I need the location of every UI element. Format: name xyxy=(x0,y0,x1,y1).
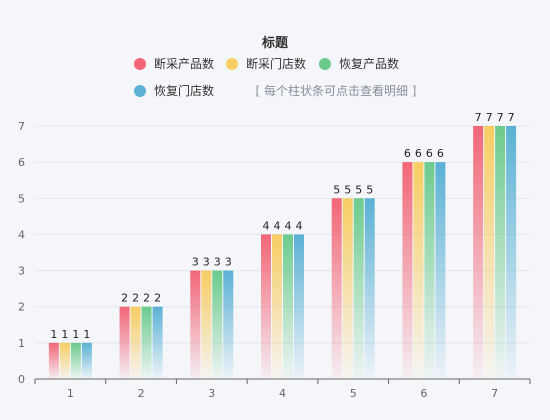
bar-value-label: 6 xyxy=(415,147,422,160)
grid xyxy=(35,125,530,344)
y-tick-label: 6 xyxy=(18,156,25,169)
x-tick-label: 6 xyxy=(420,387,427,400)
legend-marker[interactable] xyxy=(319,58,331,70)
y-axis: 0 1 2 3 4 5 6 7 xyxy=(18,120,25,386)
bar[interactable] xyxy=(272,234,282,379)
bar-value-label: 2 xyxy=(143,292,150,305)
y-tick-label: 5 xyxy=(18,192,25,205)
bar-value-label: 1 xyxy=(50,328,57,341)
bars xyxy=(48,126,517,379)
legend-label[interactable]: 断采产品数 xyxy=(154,56,214,71)
x-axis: 1 2 3 4 5 6 7 xyxy=(34,378,531,400)
bar-value-label: 2 xyxy=(132,292,139,305)
bar-value-label: 3 xyxy=(214,256,221,269)
bar[interactable] xyxy=(119,306,130,379)
bar-value-label: 7 xyxy=(486,111,493,124)
bar-value-label: 4 xyxy=(285,219,292,232)
bar-value-label: 4 xyxy=(296,219,303,232)
x-tick-label: 5 xyxy=(350,387,357,400)
x-tick-label: 3 xyxy=(208,387,215,400)
bar[interactable] xyxy=(212,270,223,379)
bar[interactable] xyxy=(223,270,234,379)
bar[interactable] xyxy=(130,306,141,379)
bar-value-label: 6 xyxy=(437,147,444,160)
bar[interactable] xyxy=(353,198,364,379)
bar-value-label: 5 xyxy=(366,183,373,196)
bar-value-label: 4 xyxy=(263,219,270,232)
bar[interactable] xyxy=(495,126,506,379)
y-tick-label: 7 xyxy=(18,120,25,133)
bar[interactable] xyxy=(342,198,353,379)
bar-value-label: 7 xyxy=(475,111,482,124)
bar[interactable] xyxy=(402,162,413,379)
bar-value-label: 4 xyxy=(274,219,281,232)
bar[interactable] xyxy=(413,162,424,379)
bar-value-label: 2 xyxy=(154,292,161,305)
bar-value-label: 5 xyxy=(355,183,362,196)
bar[interactable] xyxy=(201,270,212,379)
bar-value-label: 5 xyxy=(333,183,340,196)
bar[interactable] xyxy=(48,342,59,379)
bar[interactable] xyxy=(331,198,342,379)
legend-label[interactable]: 恢复产品数 xyxy=(339,56,399,71)
y-tick-label: 0 xyxy=(18,373,25,386)
y-tick-label: 2 xyxy=(18,301,25,314)
legend-marker[interactable] xyxy=(226,58,238,70)
x-tick-label: 1 xyxy=(67,387,74,400)
bar[interactable] xyxy=(506,126,517,379)
bar[interactable] xyxy=(364,198,375,379)
y-tick-label: 3 xyxy=(18,265,25,278)
bar[interactable] xyxy=(141,306,152,379)
bar-value-label: 3 xyxy=(192,256,199,269)
y-tick-label: 1 xyxy=(18,337,25,350)
bar[interactable] xyxy=(294,234,304,379)
bar-value-label: 1 xyxy=(83,328,90,341)
bar[interactable] xyxy=(283,234,293,379)
x-tick-label: 4 xyxy=(279,387,286,400)
x-tick-label: 7 xyxy=(491,387,498,400)
bar[interactable] xyxy=(59,342,70,379)
legend-marker[interactable] xyxy=(134,85,146,97)
bar-value-label: 6 xyxy=(404,147,411,160)
bar[interactable] xyxy=(435,162,446,379)
click-hint: [ 每个柱状条可点击查看明细 ] xyxy=(256,83,417,98)
bar-value-label: 2 xyxy=(121,292,128,305)
bar-value-label: 3 xyxy=(225,256,232,269)
bar[interactable] xyxy=(484,126,495,379)
bar-value-label: 5 xyxy=(344,183,351,196)
bar[interactable] xyxy=(81,342,92,379)
bar-value-label: 3 xyxy=(203,256,210,269)
bar[interactable] xyxy=(473,126,484,379)
bar-value-label: 6 xyxy=(426,147,433,160)
legend-label[interactable]: 断采门店数 xyxy=(246,56,306,71)
data-labels: 1 1 1 12 2 2 23 3 3 34 4 4 45 5 5 56 6 6 67 7 7 7 xyxy=(50,111,514,341)
legend-label[interactable]: 恢复门店数 xyxy=(154,83,214,98)
bar-value-label: 1 xyxy=(72,328,79,341)
bar-value-label: 7 xyxy=(497,111,504,124)
chart-title: 标题 xyxy=(261,35,289,51)
bar[interactable] xyxy=(70,342,81,379)
bar-value-label: 1 xyxy=(61,328,68,341)
bar[interactable] xyxy=(261,234,271,379)
bar-value-label: 7 xyxy=(508,111,515,124)
x-tick-label: 2 xyxy=(138,387,145,400)
y-tick-label: 4 xyxy=(18,228,25,241)
bar[interactable] xyxy=(152,306,163,379)
bar[interactable] xyxy=(190,270,201,379)
legend-marker[interactable] xyxy=(134,58,146,70)
bar[interactable] xyxy=(424,162,435,379)
